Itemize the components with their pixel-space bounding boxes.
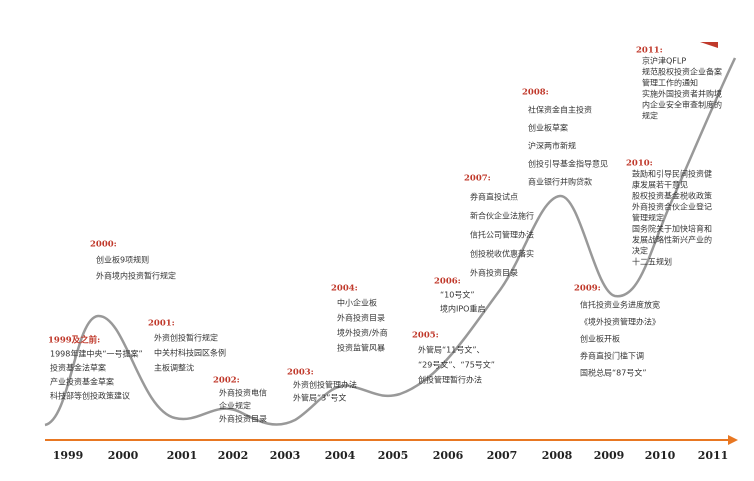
event-item: 外资创投暂行规定 xyxy=(154,333,218,343)
event-item: 外商境内投资暂行规定 xyxy=(96,271,176,281)
event-item: 鼓励和引导民间投资健 xyxy=(632,169,712,179)
event-item: 规范股权投资企业备案 xyxy=(642,67,722,77)
event-item: 外商投资目录 xyxy=(470,268,518,278)
event-item: 规定 xyxy=(642,111,658,121)
event-year: 2000: xyxy=(90,240,117,250)
event-item: 沪深两市新规 xyxy=(528,141,576,151)
event-item: 实施外国投资者并购境 xyxy=(642,89,722,99)
event-item: 创投引导基金指导意见 xyxy=(528,159,608,169)
event-item: 中关村科技园区条例 xyxy=(154,348,226,358)
corner-mark xyxy=(700,42,718,48)
event-item: 国务院关于加快培育和 xyxy=(632,224,712,234)
year-label: 2006 xyxy=(433,449,464,462)
event-item: 信托公司管理办法 xyxy=(470,230,534,240)
event-year: 2002: xyxy=(213,376,240,386)
event-item: 券商直投试点 xyxy=(470,192,518,202)
event-item: “29号文”、“75号文” xyxy=(418,360,495,370)
event-item: 投资监管风暴 xyxy=(337,343,385,353)
event-item: 社保资金自主投资 xyxy=(528,105,592,115)
event-item: 主板调整沈 xyxy=(154,363,194,373)
year-label: 2000 xyxy=(108,449,139,462)
event-year: 2003: xyxy=(287,368,314,378)
trend-curve xyxy=(44,57,737,427)
event-item: 产业投资基金草案 xyxy=(50,377,114,387)
event-item: 创业板草案 xyxy=(528,123,568,133)
event-item: 外商投资合伙企业登记 xyxy=(632,202,712,212)
event-item: “10号文” xyxy=(440,290,474,300)
event-year: 1999及之前: xyxy=(48,335,100,346)
event-item: 新合伙企业法施行 xyxy=(470,211,534,221)
event-item: 京沪津QFLP xyxy=(642,56,686,66)
year-label: 2009 xyxy=(594,449,625,462)
year-label: 2011 xyxy=(698,449,729,462)
event-year: 2010: xyxy=(626,159,653,169)
event-item: 外商投资目录 xyxy=(219,414,267,424)
event-item: 境内IPO重启 xyxy=(440,304,485,314)
year-label: 2001 xyxy=(167,449,198,462)
event-item: 投资基金法草案 xyxy=(50,363,106,373)
event-item: 企业规定 xyxy=(219,401,251,411)
event-year: 2004: xyxy=(331,284,358,294)
event-item: 康发展若干意见 xyxy=(632,180,688,190)
event-item: 创业板开板 xyxy=(580,334,620,344)
event-year: 2001: xyxy=(148,319,175,329)
event-year: 2011: xyxy=(636,46,663,56)
event-item: 国税总局“87号文” xyxy=(580,368,646,378)
event-item: 股权投资基金税收政策 xyxy=(632,191,712,201)
event-item: 券商直投门槛下调 xyxy=(580,351,644,361)
event-item: 发展战略性新兴产业的 xyxy=(632,235,712,245)
event-item: 决定 xyxy=(632,246,648,256)
year-label: 1999 xyxy=(53,449,84,462)
year-label: 2008 xyxy=(542,449,573,462)
event-item: 外商投资电信 xyxy=(219,388,267,398)
event-item: 科技部等创投政策建议 xyxy=(50,391,130,401)
event-item: 信托投资业务进度放宽 xyxy=(580,300,660,310)
event-year: 2006: xyxy=(434,277,461,287)
event-item: 十二五规划 xyxy=(632,257,672,267)
event-item: 1998年建中央“一号提案” xyxy=(50,349,143,359)
year-label: 2007 xyxy=(487,449,518,462)
event-item: 管理规定 xyxy=(632,213,664,223)
year-label: 2010 xyxy=(645,449,676,462)
event-year: 2009: xyxy=(574,284,601,294)
event-year: 2008: xyxy=(522,88,549,98)
year-label: 2004 xyxy=(325,449,356,462)
event-item: 外商投资目录 xyxy=(337,313,385,323)
event-item: 外管局“11号文”、 xyxy=(418,345,484,355)
event-item: 外资创投管理办法 xyxy=(293,380,357,390)
event-year: 2007: xyxy=(464,174,491,184)
event-item: 商业银行并购贷款 xyxy=(528,177,592,187)
event-item: 内企业安全审查制度的 xyxy=(642,100,722,110)
year-label: 2002 xyxy=(218,449,249,462)
event-year: 2005: xyxy=(412,331,439,341)
event-item: 外管局“3”号文 xyxy=(293,393,346,403)
axis-arrow xyxy=(728,435,738,445)
event-item: 管理工作的通知 xyxy=(642,78,698,88)
event-item: 境外投资/外商 xyxy=(337,328,388,338)
event-item: 创投税收优惠落实 xyxy=(470,249,534,259)
event-item: 中小企业板 xyxy=(337,298,377,308)
event-item: 《境外投资管理办法》 xyxy=(580,317,660,327)
event-item: 创投管理暂行办法 xyxy=(418,375,482,385)
year-label: 2005 xyxy=(378,449,409,462)
year-label: 2003 xyxy=(270,449,301,462)
event-item: 创业板9项规则 xyxy=(96,255,149,265)
